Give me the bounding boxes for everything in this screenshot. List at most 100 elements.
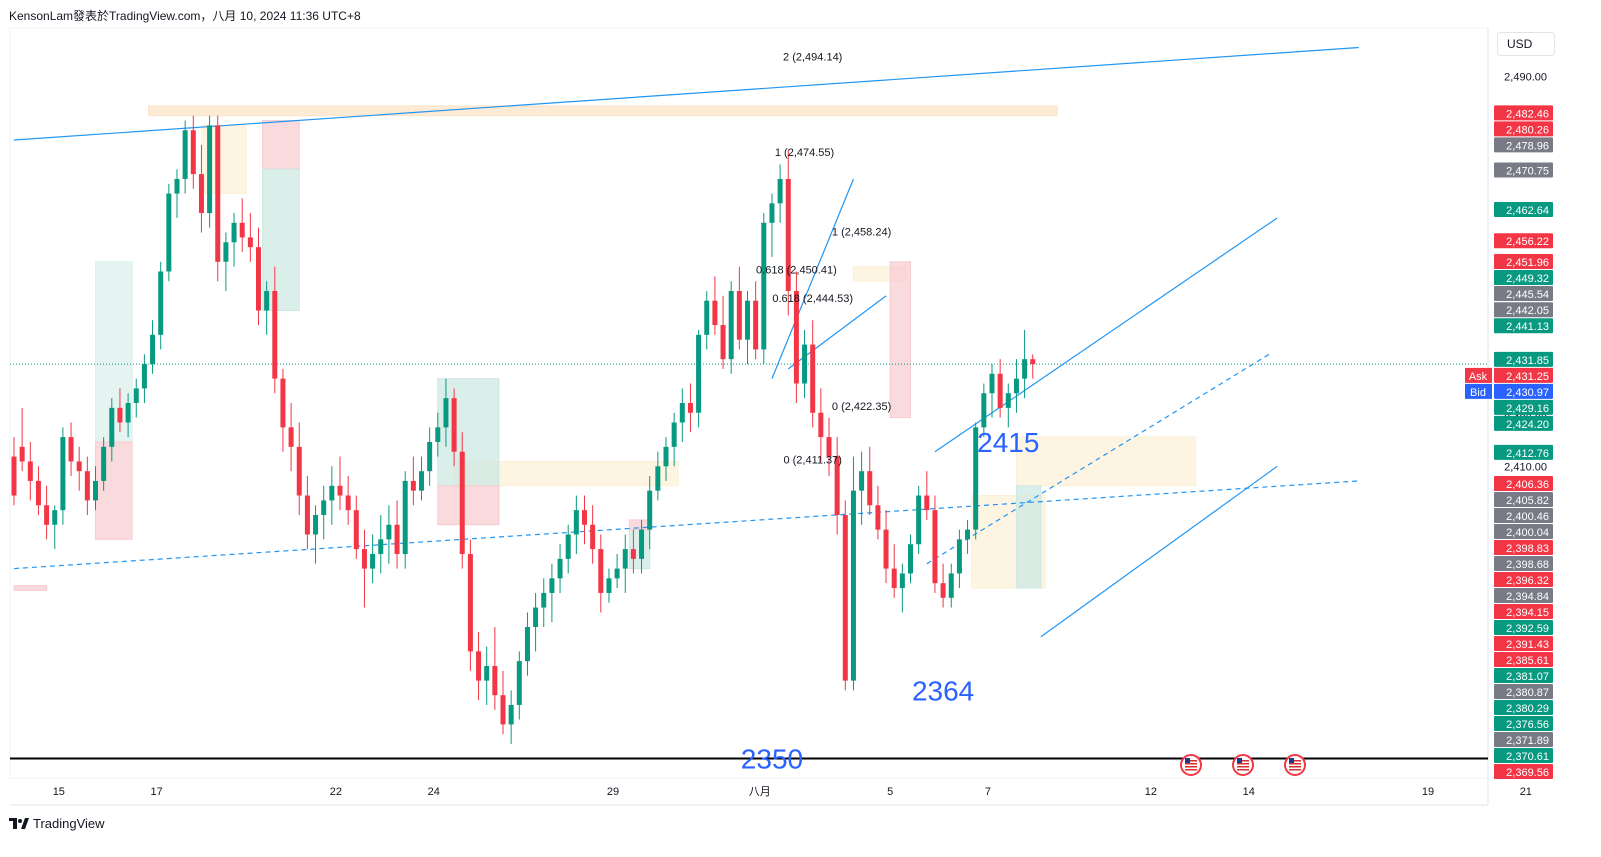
candle-body — [549, 578, 555, 593]
candle-body — [818, 412, 824, 438]
candle-body — [117, 407, 123, 423]
candle-body — [899, 573, 905, 589]
price-label-box — [1494, 444, 1553, 460]
candle-body — [940, 583, 946, 598]
candle-body — [565, 534, 571, 559]
candle-body — [207, 125, 213, 214]
currency-selector[interactable]: USD — [1497, 32, 1555, 56]
price-label: 2,429.16 — [1506, 403, 1549, 415]
trendline — [13, 46, 1359, 141]
chart-footer: TradingView — [0, 812, 1601, 857]
price-label-box — [1494, 233, 1553, 249]
candle-body — [647, 490, 653, 530]
candle-body — [867, 471, 873, 506]
candle-body — [973, 427, 979, 530]
price-label: 2,412.76 — [1506, 448, 1549, 460]
us-event-icon — [1232, 754, 1254, 776]
us-event-icon — [1284, 754, 1306, 776]
candle-body — [272, 290, 278, 379]
price-label-box — [1494, 492, 1553, 508]
chart-header: KensonLam發表於TradingView.com，八月 10, 2024 … — [0, 0, 1601, 26]
price-label: 2,431.85 — [1506, 355, 1549, 367]
x-tick-label: 22 — [330, 786, 342, 798]
candle-body — [842, 515, 848, 681]
price-label: 2,398.68 — [1506, 559, 1549, 571]
candle-body — [655, 466, 661, 491]
candle-body — [296, 446, 302, 496]
price-label-box — [1494, 399, 1553, 415]
tradingview-logo-icon — [9, 817, 29, 829]
publish-info: KensonLam發表於TradingView.com，八月 10, 2024 … — [9, 9, 361, 23]
zone-box — [437, 378, 500, 487]
candle-body — [630, 549, 636, 559]
candle-body — [467, 553, 473, 652]
candle-body — [533, 607, 539, 628]
fib-label: 0.618 (2,444.53) — [772, 293, 853, 305]
price-label-box — [1494, 162, 1553, 178]
price-label-box — [1494, 201, 1553, 217]
candle-body — [696, 334, 702, 413]
candle-body — [247, 237, 253, 248]
price-label-box — [1494, 540, 1553, 556]
candle-body — [19, 446, 25, 462]
candle-body — [370, 553, 376, 569]
price-label: 2,376.56 — [1506, 719, 1549, 731]
price-label: 2,380.29 — [1506, 703, 1549, 715]
candle-body — [850, 490, 856, 681]
price-label-box — [1494, 508, 1553, 524]
candle-body — [133, 388, 139, 403]
price-label: 2,394.84 — [1506, 591, 1549, 603]
candle-body — [27, 461, 33, 481]
trendline — [13, 480, 1359, 570]
price-label-box — [1494, 105, 1553, 121]
candle-body — [68, 437, 74, 462]
price-label-box — [1494, 476, 1553, 492]
candle-body — [443, 398, 449, 428]
price-label: 2,456.22 — [1506, 236, 1549, 248]
candle-body — [280, 378, 286, 428]
candle-body — [419, 471, 424, 491]
candle-body — [679, 403, 685, 423]
price-label: 2,385.61 — [1506, 655, 1549, 667]
candle-body — [745, 300, 750, 340]
candle-body — [76, 461, 82, 472]
candle-body — [93, 480, 98, 501]
price-label: 2,478.96 — [1506, 140, 1549, 152]
candle-body — [84, 471, 90, 501]
zone-box — [262, 168, 300, 311]
zone-box — [262, 120, 300, 170]
price-label-box — [1494, 572, 1553, 588]
y-tick-label: 2,490.00 — [1504, 72, 1547, 84]
candle-body — [60, 437, 66, 511]
candle-body — [557, 558, 563, 579]
candle-body — [1030, 359, 1036, 365]
price-label-box — [1494, 121, 1553, 137]
price-label-box — [1494, 253, 1553, 269]
ask-box — [1465, 367, 1492, 383]
fib-label: 0 (2,422.35) — [832, 401, 891, 413]
price-label-box — [1494, 588, 1553, 604]
candle-body — [182, 130, 188, 179]
tradingview-logo[interactable]: TradingView — [9, 816, 105, 831]
price-label: 2,369.56 — [1506, 767, 1549, 779]
candle-body — [883, 529, 889, 569]
price-label: 2,392.59 — [1506, 623, 1549, 635]
candle-body — [916, 495, 922, 545]
price-label: 2,400.46 — [1506, 511, 1549, 523]
zone-box — [95, 441, 133, 540]
candle-body — [345, 495, 351, 511]
price-label-box — [1494, 351, 1553, 367]
candle-body — [997, 373, 1003, 408]
candle-body — [516, 661, 522, 705]
candle-body — [639, 529, 645, 559]
candle-body — [35, 480, 41, 506]
candle-body — [582, 510, 587, 525]
price-label: 2,451.96 — [1506, 257, 1549, 269]
price-label: 2,424.20 — [1506, 419, 1549, 431]
candle-body — [720, 325, 726, 360]
x-tick-label: 7 — [985, 786, 991, 798]
candle-body — [524, 627, 530, 662]
price-label-box — [1494, 318, 1553, 334]
candle-body — [451, 398, 457, 452]
